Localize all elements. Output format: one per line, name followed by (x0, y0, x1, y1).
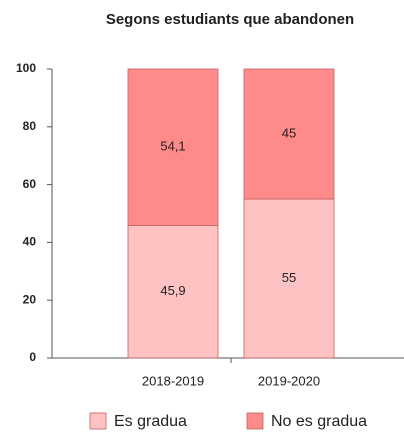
legend-swatch (246, 412, 264, 430)
bar-segment (243, 68, 335, 200)
y-tick-label: 20 (23, 292, 37, 306)
data-label: 45 (282, 125, 296, 140)
y-tick-label: 80 (23, 119, 37, 133)
y-tick-label: 40 (23, 235, 37, 249)
legend-swatch (89, 412, 107, 430)
x-tick-label: 2019-2020 (258, 373, 320, 388)
bar-segment (243, 198, 335, 359)
bar-segment (127, 68, 219, 226)
data-label: 45,9 (160, 283, 185, 298)
y-tick-label: 100 (16, 61, 36, 75)
data-label: 55 (282, 270, 296, 285)
data-label: 54,1 (160, 139, 185, 154)
legend-label: No es gradua (271, 413, 367, 430)
y-tick-label: 60 (23, 177, 37, 191)
chart-title: Segons estudiants que abandonen (106, 11, 354, 28)
x-tick-label: 2018-2019 (142, 373, 204, 388)
y-tick-label: 0 (29, 350, 36, 364)
bar-segment (127, 224, 219, 359)
legend-label: Es gradua (114, 413, 187, 430)
